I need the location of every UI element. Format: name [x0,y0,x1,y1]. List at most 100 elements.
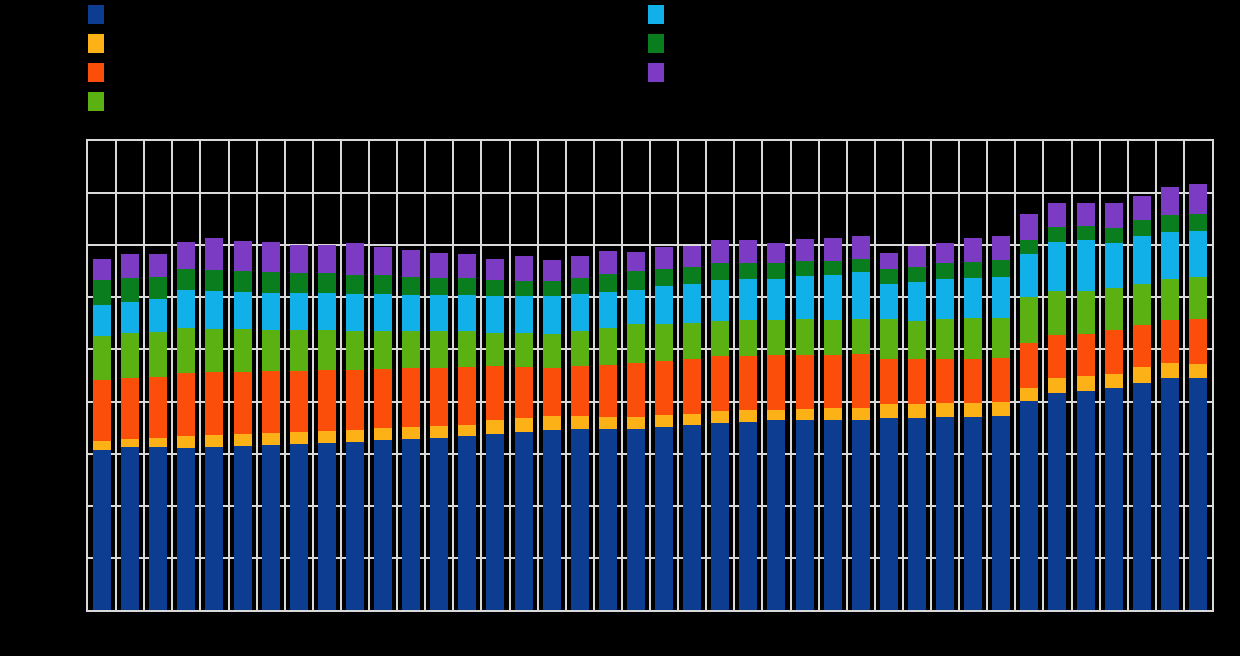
bar-segment-dark-green [458,278,477,296]
stacked-bar-19 [598,250,617,610]
stacked-bar-17 [542,259,561,610]
bar-segment-navy [345,441,364,610]
bar-segment-purple [992,236,1011,261]
stacked-bar-1 [93,259,112,610]
bar-segment-orange-red [1020,342,1039,388]
bar-segment-cyan [149,299,168,332]
bar-segment-orange-red [795,354,814,409]
v-gridline [536,141,539,610]
bar-segment-purple [121,253,140,279]
stacked-bar-13 [430,253,449,610]
bar-segment-navy [121,447,140,610]
bar-segment-purple [1132,195,1151,220]
bar-segment-cyan [514,296,533,334]
bar-segment-amber [1104,373,1123,388]
bar-segment-dark-green [121,278,140,303]
bar-segment-purple [683,245,702,268]
v-gridline [958,141,961,610]
bar-segment-amber [626,416,645,429]
bar-segment-navy [402,439,421,610]
legend-swatch-purple [648,63,664,82]
bar-segment-navy [430,438,449,610]
bar-segment-purple [907,246,926,267]
bar-segment-dark-green [683,267,702,284]
legend-item-amber [88,34,112,53]
bar-segment-green [233,329,252,372]
bar-segment-amber [655,415,674,428]
bar-segment-orange-red [1188,319,1207,365]
bar-segment-green [149,331,168,377]
bar-segment-orange-red [964,358,983,403]
v-gridline [508,141,511,610]
bar-segment-amber [289,431,308,444]
bar-segment-dark-green [317,273,336,294]
bar-segment-navy [1076,390,1095,610]
bar-segment-purple [1104,202,1123,228]
bar-segment-amber [402,427,421,440]
stacked-bar-14 [458,253,477,610]
bar-segment-navy [177,448,196,610]
bar-segment-purple [289,245,308,274]
v-gridline [1126,141,1129,610]
bar-segment-cyan [345,294,364,331]
bar-segment-purple [261,242,280,273]
bar-segment-orange-red [1076,333,1095,377]
bar-segment-dark-green [430,277,449,296]
bar-segment-green [1104,287,1123,330]
bar-segment-navy [289,443,308,610]
bar-segment-navy [1048,392,1067,610]
bar-segment-dark-green [514,280,533,297]
bar-segment-orange-red [851,354,870,408]
bar-segment-cyan [992,276,1011,318]
bar-segment-green [626,324,645,363]
bar-segment-cyan [374,294,393,331]
bar-segment-purple [879,253,898,270]
bar-segment-navy [93,450,112,610]
bar-segment-dark-green [486,279,505,296]
bar-segment-amber [1048,377,1067,393]
bar-segment-cyan [795,275,814,320]
bar-segment-dark-green [177,269,196,291]
bar-segment-dark-green [261,272,280,293]
v-gridline [255,141,258,610]
bar-segment-dark-green [992,260,1011,277]
bar-segment-amber [767,409,786,421]
bar-segment-purple [458,253,477,279]
bar-segment-dark-green [149,276,168,300]
v-gridline [789,141,792,610]
bar-segment-orange-red [486,366,505,420]
stacked-bar-40 [1188,184,1207,610]
bar-segment-navy [1132,382,1151,610]
bar-segment-navy [205,447,224,610]
bar-segment-cyan [739,279,758,321]
v-gridline [227,141,230,610]
bar-segment-navy [542,429,561,610]
bar-segment-green [345,330,364,370]
stacked-bar-39 [1160,187,1179,610]
bar-segment-green [542,333,561,368]
bar-segment-dark-green [795,260,814,276]
v-gridline [480,141,483,610]
bar-segment-orange-red [261,371,280,433]
stacked-bar-30 [907,246,926,610]
bar-segment-purple [626,252,645,272]
bar-segment-navy [767,420,786,610]
bar-segment-purple [149,254,168,277]
bar-segment-cyan [879,284,898,320]
bar-segment-orange-red [739,355,758,411]
bar-segment-dark-green [1020,240,1039,255]
stacked-bar-2 [121,253,140,610]
v-gridline [396,141,399,610]
legend-item-cyan [648,5,672,24]
stacked-bar-5 [205,238,224,610]
bar-segment-navy [1160,377,1179,610]
bar-segment-purple [570,256,589,279]
bar-segment-purple [739,239,758,264]
bar-segment-dark-green [1076,225,1095,241]
bar-segment-orange-red [149,376,168,439]
bar-segment-orange-red [289,370,308,432]
bar-segment-green [1020,296,1039,343]
bar-segment-orange-red [655,361,674,416]
stacked-bar-27 [823,237,842,610]
